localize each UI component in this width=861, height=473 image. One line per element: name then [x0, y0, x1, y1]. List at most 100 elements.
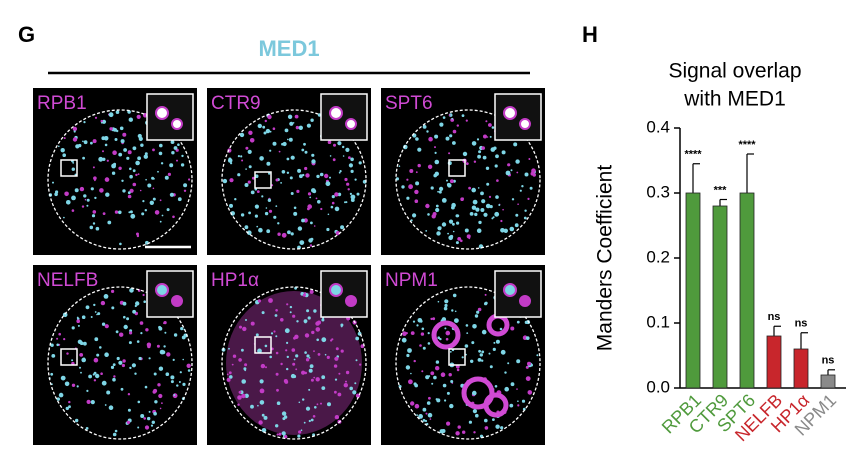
speckle: [136, 340, 140, 343]
speckle: [335, 347, 339, 351]
speckle: [299, 174, 303, 179]
speckle: [414, 403, 420, 409]
speckle: [334, 390, 337, 394]
speckle: [54, 192, 58, 197]
speckle: [239, 132, 245, 138]
speckle: [462, 430, 466, 434]
speckle: [492, 347, 496, 351]
speckle: [58, 332, 61, 336]
speckle: [144, 385, 148, 389]
micrograph: NELFB: [33, 265, 197, 445]
speckle: [298, 401, 301, 404]
speckle: [449, 134, 453, 138]
speckle: [71, 383, 76, 387]
speckle: [283, 379, 288, 383]
speckle: [477, 307, 482, 312]
speckle: [160, 162, 164, 165]
speckle: [164, 175, 169, 180]
speckle: [321, 337, 327, 343]
speckle: [290, 232, 294, 236]
speckle: [114, 138, 118, 141]
speckle: [419, 344, 422, 347]
speckle: [444, 399, 447, 402]
speckle: [244, 183, 249, 187]
speckle: [229, 203, 233, 208]
speckle: [88, 374, 92, 379]
speckle: [452, 179, 456, 183]
inset-spot: [345, 295, 357, 307]
image-label: SPT6: [385, 93, 433, 114]
speckle: [164, 331, 167, 334]
speckle: [300, 429, 303, 432]
speckle: [452, 230, 455, 233]
speckle: [275, 372, 279, 376]
speckle: [437, 300, 440, 303]
speckle: [173, 394, 176, 396]
speckle: [359, 363, 362, 366]
speckle: [129, 210, 133, 214]
speckle: [531, 168, 536, 173]
speckle: [425, 230, 428, 232]
speckle: [101, 119, 107, 124]
micrograph: CTR9: [207, 88, 371, 255]
speckle: [232, 354, 237, 358]
speckle: [129, 174, 133, 179]
speckle: [280, 318, 284, 322]
speckle: [305, 406, 311, 411]
speckle: [417, 147, 422, 152]
speckle: [98, 156, 104, 162]
speckle: [436, 231, 441, 236]
speckle: [136, 114, 141, 119]
roi-box: [60, 348, 78, 366]
speckle: [284, 328, 290, 334]
speckle: [327, 402, 331, 407]
speckle: [68, 400, 71, 404]
speckle: [515, 213, 519, 217]
speckle: [56, 343, 59, 347]
speckle: [290, 155, 295, 160]
speckle: [522, 407, 526, 411]
speckle: [472, 324, 477, 329]
speckle: [147, 344, 151, 349]
speckle: [311, 330, 315, 335]
speckle: [469, 212, 474, 216]
speckle: [315, 321, 320, 326]
significance: ns: [795, 318, 808, 330]
speckle: [261, 428, 267, 433]
speckle: [456, 221, 460, 225]
speckle: [434, 146, 436, 149]
speckle: [127, 393, 131, 396]
speckle: [264, 211, 269, 216]
speckle: [334, 206, 340, 212]
speckle: [515, 159, 520, 164]
speckle: [237, 395, 242, 400]
speckle: [65, 406, 70, 411]
speckle: [514, 223, 519, 228]
speckle: [425, 412, 428, 415]
speckle: [473, 160, 477, 163]
speckle: [277, 222, 280, 225]
speckle: [228, 371, 232, 375]
speckle: [440, 372, 446, 378]
speckle: [465, 162, 469, 166]
speckle: [306, 309, 310, 313]
speckle: [456, 368, 460, 372]
speckle: [289, 176, 293, 180]
nucleus-outline: [47, 286, 193, 440]
speckle: [420, 332, 425, 336]
speckle: [309, 289, 314, 294]
speckle: [448, 235, 454, 241]
speckle: [260, 363, 266, 369]
significance: ***: [714, 184, 728, 196]
speckle: [264, 119, 267, 123]
speckle: [247, 149, 252, 154]
speckle: [258, 227, 263, 233]
speckle: [73, 130, 76, 133]
speckle: [286, 367, 289, 371]
image-grid: RPB1 CTR9 SPT6 NELFB HP1α NPM1: [33, 88, 545, 445]
speckle: [317, 200, 321, 204]
speckle: [255, 333, 259, 337]
speckle: [166, 352, 171, 357]
speckle: [261, 195, 264, 198]
speckle: [448, 219, 454, 224]
